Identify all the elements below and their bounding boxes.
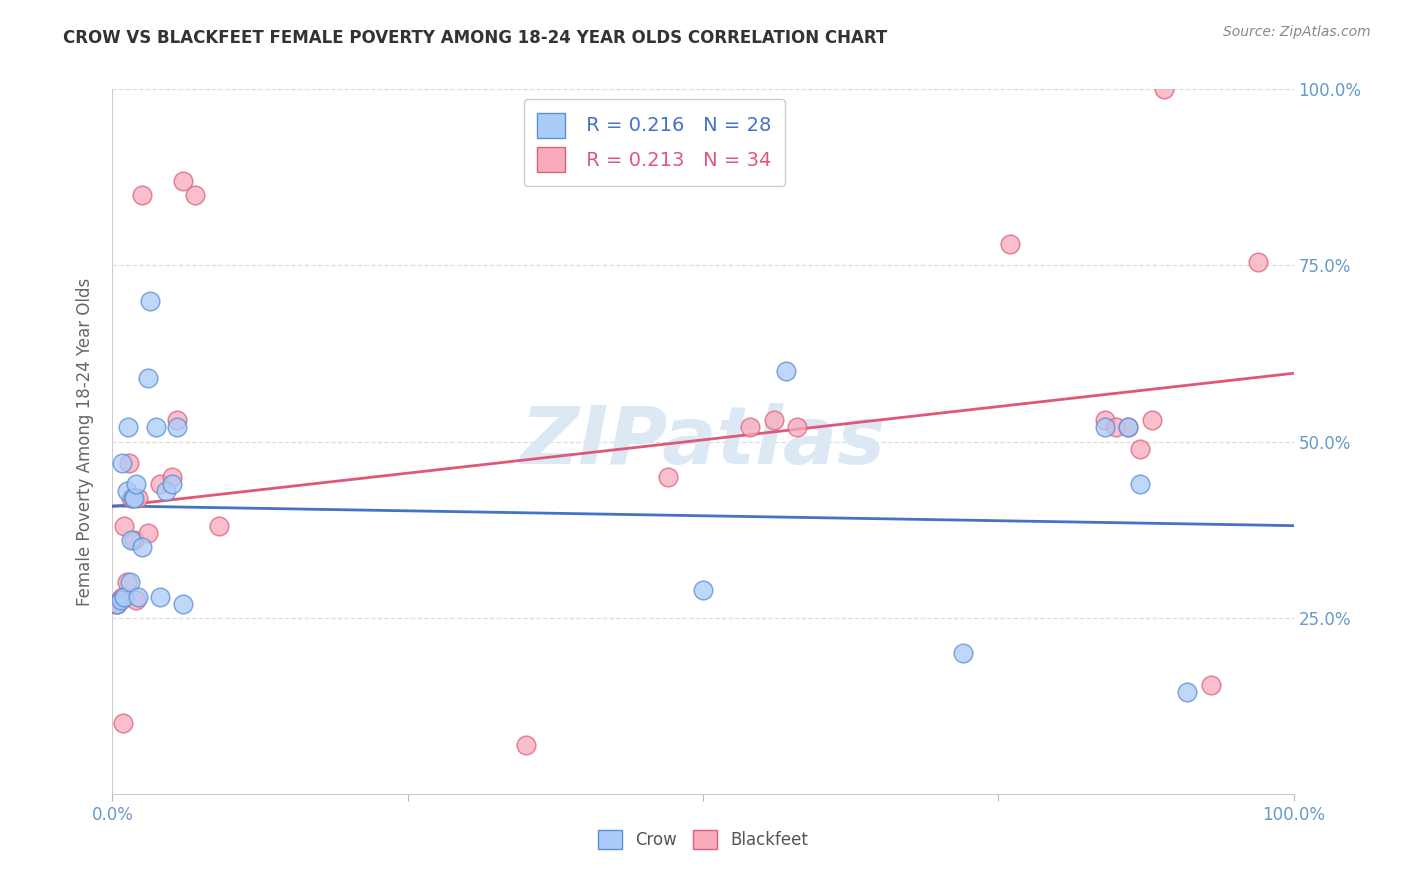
Point <box>952 646 974 660</box>
Point <box>1247 255 1270 269</box>
Point <box>762 413 785 427</box>
Point <box>149 590 172 604</box>
Point <box>125 476 148 491</box>
Point <box>160 469 183 483</box>
Point <box>1199 678 1222 692</box>
Point <box>1129 442 1152 456</box>
Point <box>1105 420 1128 434</box>
Point <box>1140 413 1163 427</box>
Point <box>1129 476 1152 491</box>
Point <box>112 716 135 731</box>
Point <box>131 187 153 202</box>
Point <box>120 491 142 505</box>
Point <box>127 590 149 604</box>
Point <box>108 593 131 607</box>
Point <box>184 187 207 202</box>
Point <box>155 483 177 498</box>
Point <box>105 597 128 611</box>
Point <box>112 519 135 533</box>
Point <box>120 533 142 548</box>
Point <box>112 590 135 604</box>
Point <box>115 575 138 590</box>
Legend: Crow, Blackfeet: Crow, Blackfeet <box>592 823 814 856</box>
Point <box>172 174 194 188</box>
Point <box>1094 420 1116 434</box>
Text: CROW VS BLACKFEET FEMALE POVERTY AMONG 18-24 YEAR OLDS CORRELATION CHART: CROW VS BLACKFEET FEMALE POVERTY AMONG 1… <box>63 29 887 46</box>
Point <box>127 491 149 505</box>
Point <box>208 519 231 533</box>
Point <box>145 420 167 434</box>
Text: Source: ZipAtlas.com: Source: ZipAtlas.com <box>1223 25 1371 39</box>
Point <box>136 371 159 385</box>
Point <box>166 420 188 434</box>
Point <box>172 597 194 611</box>
Point <box>160 476 183 491</box>
Point <box>657 469 679 483</box>
Point <box>775 364 797 378</box>
Point <box>104 597 127 611</box>
Point <box>111 590 134 604</box>
Text: ZIPatlas: ZIPatlas <box>520 402 886 481</box>
Point <box>1153 82 1175 96</box>
Point <box>105 597 128 611</box>
Y-axis label: Female Poverty Among 18-24 Year Olds: Female Poverty Among 18-24 Year Olds <box>76 277 94 606</box>
Point <box>692 582 714 597</box>
Point <box>1094 413 1116 427</box>
Point <box>115 483 138 498</box>
Point <box>166 413 188 427</box>
Point <box>998 237 1021 252</box>
Point <box>110 593 132 607</box>
Point <box>136 526 159 541</box>
Point <box>120 575 142 590</box>
Point <box>740 420 762 434</box>
Point <box>111 456 134 470</box>
Point <box>1116 420 1139 434</box>
Point <box>1116 420 1139 434</box>
Point <box>125 593 148 607</box>
Point <box>117 420 139 434</box>
Point <box>786 420 808 434</box>
Point <box>1175 684 1198 698</box>
Point <box>122 533 145 548</box>
Point <box>118 456 141 470</box>
Point <box>149 476 172 491</box>
Point <box>515 738 537 752</box>
Point <box>121 491 143 505</box>
Point <box>131 541 153 555</box>
Point <box>139 293 162 308</box>
Point <box>122 491 145 505</box>
